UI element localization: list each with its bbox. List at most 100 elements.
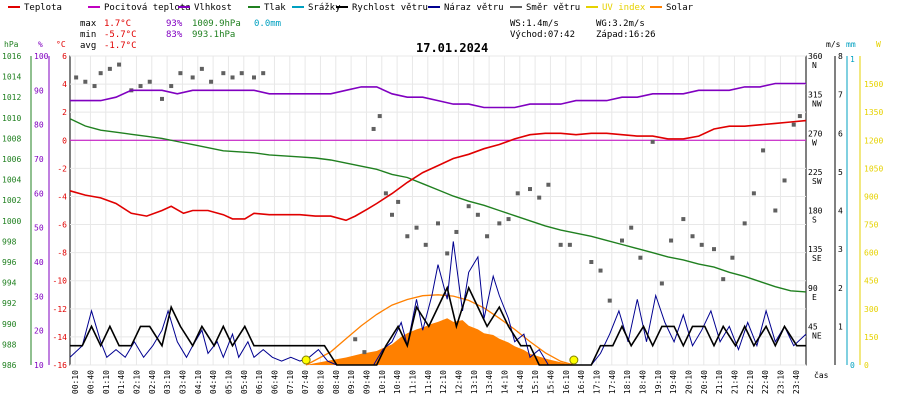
time-tick-label: 00:10 [71, 370, 80, 394]
legend-temp: Teplota [24, 3, 62, 13]
direction-point [761, 148, 766, 153]
time-tick-label: 20:10 [684, 370, 693, 394]
w-tick-label: 1050 [864, 164, 883, 173]
direction-point [699, 242, 704, 247]
hpa-tick-label: 1014 [2, 73, 21, 82]
legend-direction: Směr větru [526, 3, 580, 13]
direction-tick-label: 225 [808, 168, 823, 177]
direction-point [782, 178, 787, 183]
direction-point [117, 62, 122, 67]
hpa-tick-label: 1016 [2, 52, 21, 61]
w-tick-label: 0 [864, 361, 869, 370]
time-tick-label: 18:40 [638, 370, 647, 394]
direction-tick-label: 315 [808, 91, 823, 100]
direction-point [712, 247, 716, 252]
hpa-tick-label: 1006 [2, 155, 21, 164]
w-tick-label: 750 [864, 221, 879, 230]
direction-point [528, 187, 532, 192]
mm-tick-label: 0 [850, 361, 855, 370]
time-tick-label: 02:40 [148, 370, 157, 394]
hpa-tick-label: 990 [2, 320, 17, 329]
w-tick-label: 300 [864, 305, 879, 314]
direction-point [396, 199, 401, 204]
unit-hpa: hPa [4, 40, 19, 49]
direction-point [497, 221, 502, 226]
time-tick-label: 07:40 [301, 370, 310, 394]
sunrise-time: Východ:07:42 [510, 30, 575, 40]
direction-point [620, 238, 624, 243]
time-tick-label: 13:10 [470, 370, 479, 394]
humidity-line [70, 82, 806, 109]
solar-area [306, 318, 573, 365]
temperature-line [69, 119, 807, 222]
time-tick-label: 21:10 [715, 370, 724, 394]
direction-point [362, 350, 367, 355]
pct-tick-label: 10 [34, 361, 44, 370]
time-tick-label: 22:10 [746, 370, 755, 394]
direction-point [546, 182, 551, 187]
time-tick-label: 08:10 [316, 370, 325, 394]
time-tick-label: 06:40 [270, 370, 279, 394]
direction-point [537, 195, 542, 200]
stats-min-label: min [80, 30, 96, 40]
direction-tick-label: 90 [808, 284, 818, 293]
direction-point [190, 75, 195, 80]
time-tick-label: 05:40 [240, 370, 249, 394]
c-tick-label: -6 [57, 221, 67, 230]
c-tick-label: -12 [53, 305, 68, 314]
unit-pct: % [38, 40, 43, 49]
time-tick-label: 11:10 [408, 370, 417, 394]
pct-tick-label: 100 [34, 52, 49, 61]
direction-tick-label: 360 [808, 52, 823, 61]
unit-w: W [876, 40, 881, 49]
unit-time: čas [814, 370, 829, 380]
direction-point [638, 255, 643, 260]
mm-tick-label: 1 [850, 55, 855, 64]
time-tick-label: 02:10 [132, 370, 141, 394]
hpa-tick-label: 1010 [2, 114, 21, 123]
pct-tick-label: 90 [34, 86, 44, 95]
stats-min-temp: -5.7°C [104, 30, 137, 40]
hpa-tick-label: 1008 [2, 134, 21, 143]
direction-tick-label: 180 [808, 207, 823, 216]
ms-tick-label: 3 [838, 245, 843, 254]
time-tick-label: 07:10 [286, 370, 295, 394]
w-tick-label: 1500 [864, 80, 883, 89]
pct-tick-label: 40 [34, 258, 44, 267]
direction-point [92, 84, 97, 89]
wind-info: WS:1.4m/s WG:3.2m/s Východ:07:42 Západ:1… [510, 19, 656, 40]
legend-rain: Srážky [308, 3, 341, 13]
direction-point [466, 204, 471, 209]
pct-tick-label: 30 [34, 292, 44, 301]
time-tick-label: 22:40 [761, 370, 770, 394]
pct-tick-label: 60 [34, 189, 44, 198]
direction-point [558, 242, 563, 247]
plot-frame [69, 55, 807, 366]
c-tick-label: 6 [62, 52, 67, 61]
time-tick-label: 08:40 [332, 370, 341, 394]
direction-point [199, 66, 204, 71]
w-tick-label: 1200 [864, 136, 883, 145]
wind-speed-avg: WS:1.4m/s [510, 19, 559, 29]
c-tick-label: 0 [62, 136, 67, 145]
stats-min-hum: 83% [166, 30, 183, 40]
direction-point [209, 79, 214, 84]
pressure-line [69, 118, 807, 293]
direction-point [147, 79, 152, 84]
unit-c: °C [56, 40, 66, 49]
time-tick-label: 18:10 [623, 370, 632, 394]
legend-wind: Rychlost větru [352, 3, 428, 13]
direction-point [98, 71, 103, 76]
direction-point [650, 139, 655, 144]
time-tick-label: 04:40 [209, 370, 218, 394]
ms-tick-label: 6 [838, 129, 843, 138]
time-tick-label: 10:10 [378, 370, 387, 394]
hpa-tick-label: 986 [2, 361, 17, 370]
direction-compass-label: SE [812, 254, 822, 263]
stats-max-press: 1009.9hPa [192, 19, 241, 29]
sun-marker [301, 355, 311, 365]
direction-point [773, 208, 778, 213]
direction-compass-label: SW [812, 177, 822, 186]
time-tick-label: 01:40 [117, 370, 126, 394]
